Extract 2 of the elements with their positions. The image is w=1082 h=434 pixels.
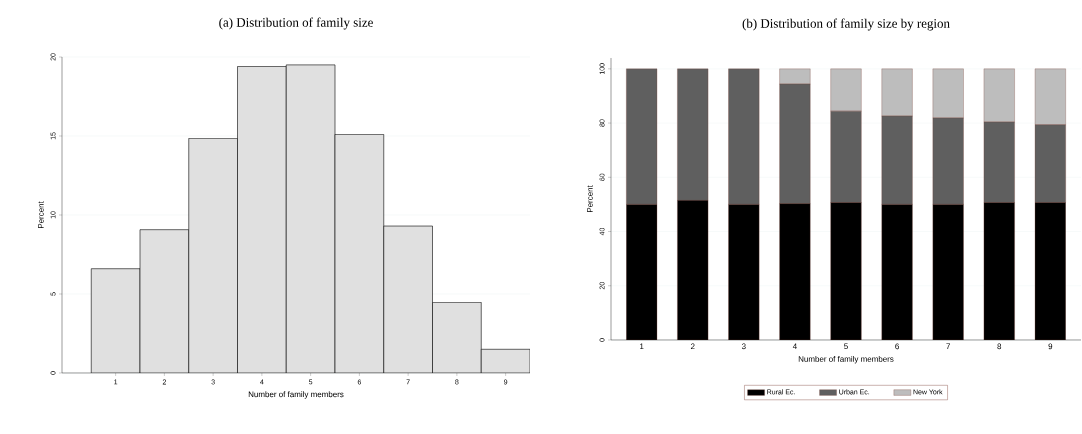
chart-title: (b) Distribution of family size by region [742, 18, 950, 31]
chart-title: (a) Distribution of family size [219, 17, 373, 30]
